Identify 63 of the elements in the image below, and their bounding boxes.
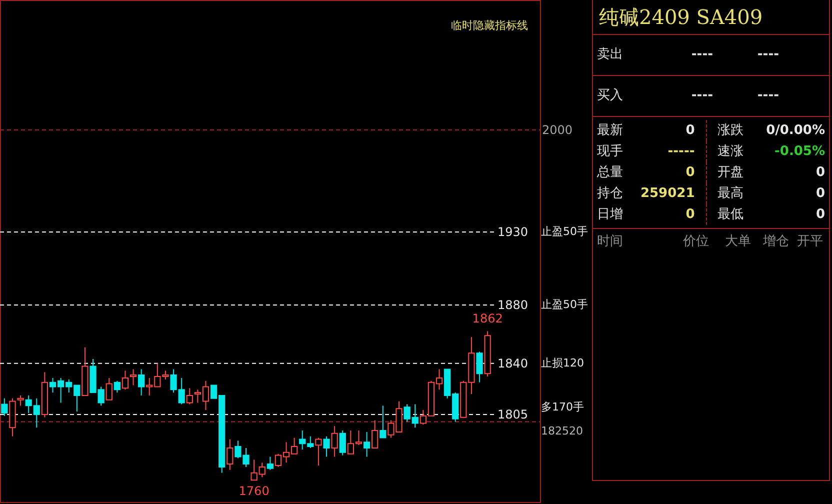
candlestick (226, 438, 234, 470)
candlestick (186, 388, 193, 405)
text: 259021 (639, 185, 695, 203)
text: 多170手 (541, 400, 584, 414)
text: 买入 (597, 87, 624, 105)
candlestick (339, 430, 346, 456)
text: 开平 (796, 233, 823, 251)
text: 0 (814, 185, 825, 203)
candlestick (323, 436, 330, 458)
text: 纯碱2409 SA409 (593, 0, 829, 35)
text: 0 (684, 122, 695, 140)
text: 0 (684, 206, 695, 224)
text: 速涨 (717, 143, 744, 161)
text: 增仓 (762, 233, 789, 251)
candlestick (114, 380, 120, 394)
candlestick (266, 456, 274, 470)
text: 0 (814, 206, 825, 224)
candlestick (363, 431, 370, 458)
ref-line-label: 1930 (497, 225, 528, 240)
annotation: 1862 (472, 311, 503, 326)
text: 止盈50手 (541, 225, 588, 238)
candlestick (315, 437, 322, 466)
ref-line-label: 1840 (497, 356, 528, 370)
annotation: 1760 (238, 484, 270, 498)
candlestick (106, 377, 112, 400)
candlestick (17, 394, 24, 406)
text: 时间 (597, 233, 624, 251)
candlestick (122, 370, 129, 390)
text: 182520 (541, 424, 583, 438)
text: 开盘 (717, 164, 744, 182)
annotation: 临时隐藏指标线 (451, 19, 528, 32)
text: 最高 (717, 185, 744, 203)
text: 止损120 (541, 356, 584, 370)
text: 现手 (597, 143, 624, 161)
candlestick (380, 405, 386, 438)
text: ---- (690, 87, 713, 105)
ref-line-label: 1880 (497, 298, 528, 312)
text: 最新 (597, 122, 624, 140)
candlestick (331, 426, 338, 458)
text: ---- (756, 46, 779, 64)
text: 总量 (597, 164, 624, 182)
text: 持仓 (597, 185, 624, 203)
text: 0 (684, 164, 695, 182)
text: 卖出 (597, 46, 624, 64)
candlestick (372, 420, 378, 449)
text: ---- (690, 46, 713, 64)
candlestick (1, 398, 8, 416)
text: 0/0.00% (765, 122, 825, 140)
candlestick (130, 368, 137, 386)
text: 涨跌 (717, 122, 744, 140)
text: 价位 (682, 233, 709, 251)
text: 日增 (597, 206, 624, 224)
candlestick (138, 368, 145, 396)
text: -0.05% (774, 143, 825, 161)
text: ----- (666, 143, 695, 161)
ref-line-label: 1805 (497, 407, 528, 422)
text: 0 (814, 164, 825, 182)
ref-line-label: 2000 (542, 122, 573, 137)
text: 大单 (724, 233, 751, 251)
candlestick (476, 351, 483, 383)
text: 最低 (717, 206, 744, 224)
text: ---- (756, 87, 779, 105)
text: 止盈50手 (541, 298, 588, 311)
